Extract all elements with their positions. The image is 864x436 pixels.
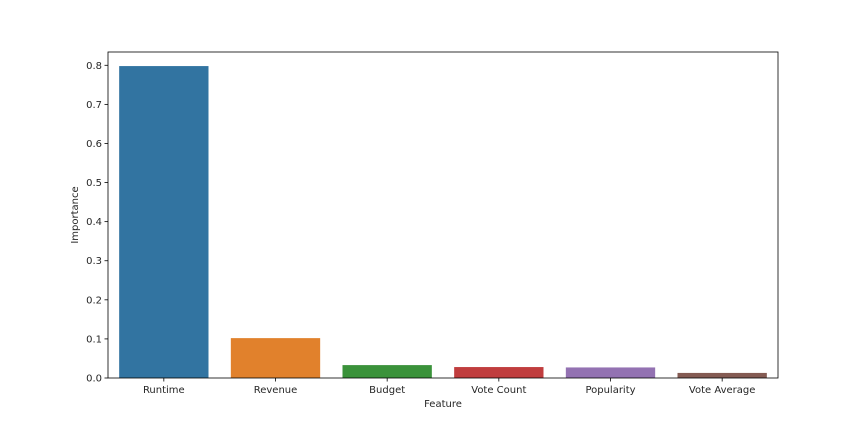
bar-popularity — [565, 367, 656, 378]
y-tick-label: 0.6 — [86, 139, 102, 150]
y-tick-label: 0.7 — [86, 100, 102, 111]
bar-budget — [342, 365, 432, 378]
x-tick-label: Vote Average — [689, 385, 756, 396]
x-tick-label: Vote Count — [471, 385, 526, 396]
y-tick-label: 0.2 — [86, 295, 102, 306]
plot-frame — [107, 51, 779, 379]
y-tick-label: 0.5 — [86, 178, 102, 189]
x-tick-label: Revenue — [254, 385, 298, 396]
y-tick-label: 0.0 — [86, 374, 102, 385]
y-axis-title: Importance — [70, 186, 81, 243]
x-tick-label: Runtime — [143, 385, 185, 396]
x-axis-title: Feature — [424, 399, 462, 410]
x-tick-label: Popularity — [585, 385, 635, 396]
bar-vote-average — [677, 372, 767, 378]
y-tick-label: 0.4 — [86, 217, 102, 228]
y-tick-label: 0.8 — [86, 61, 102, 72]
bar-revenue — [230, 338, 321, 378]
bar-vote-count — [454, 367, 544, 378]
y-tick-label: 0.1 — [86, 334, 102, 345]
y-axis: 0.0 0.1 0.2 0.3 0.4 0.5 0.6 0.7 0.8 — [86, 61, 108, 385]
bars-layer — [119, 66, 767, 378]
y-tick-label: 0.3 — [86, 256, 102, 267]
x-axis: Runtime Revenue Budget Vote Count Popularity… — [143, 378, 755, 396]
x-tick-label: Budget — [369, 385, 405, 396]
bar-runtime — [119, 66, 209, 378]
